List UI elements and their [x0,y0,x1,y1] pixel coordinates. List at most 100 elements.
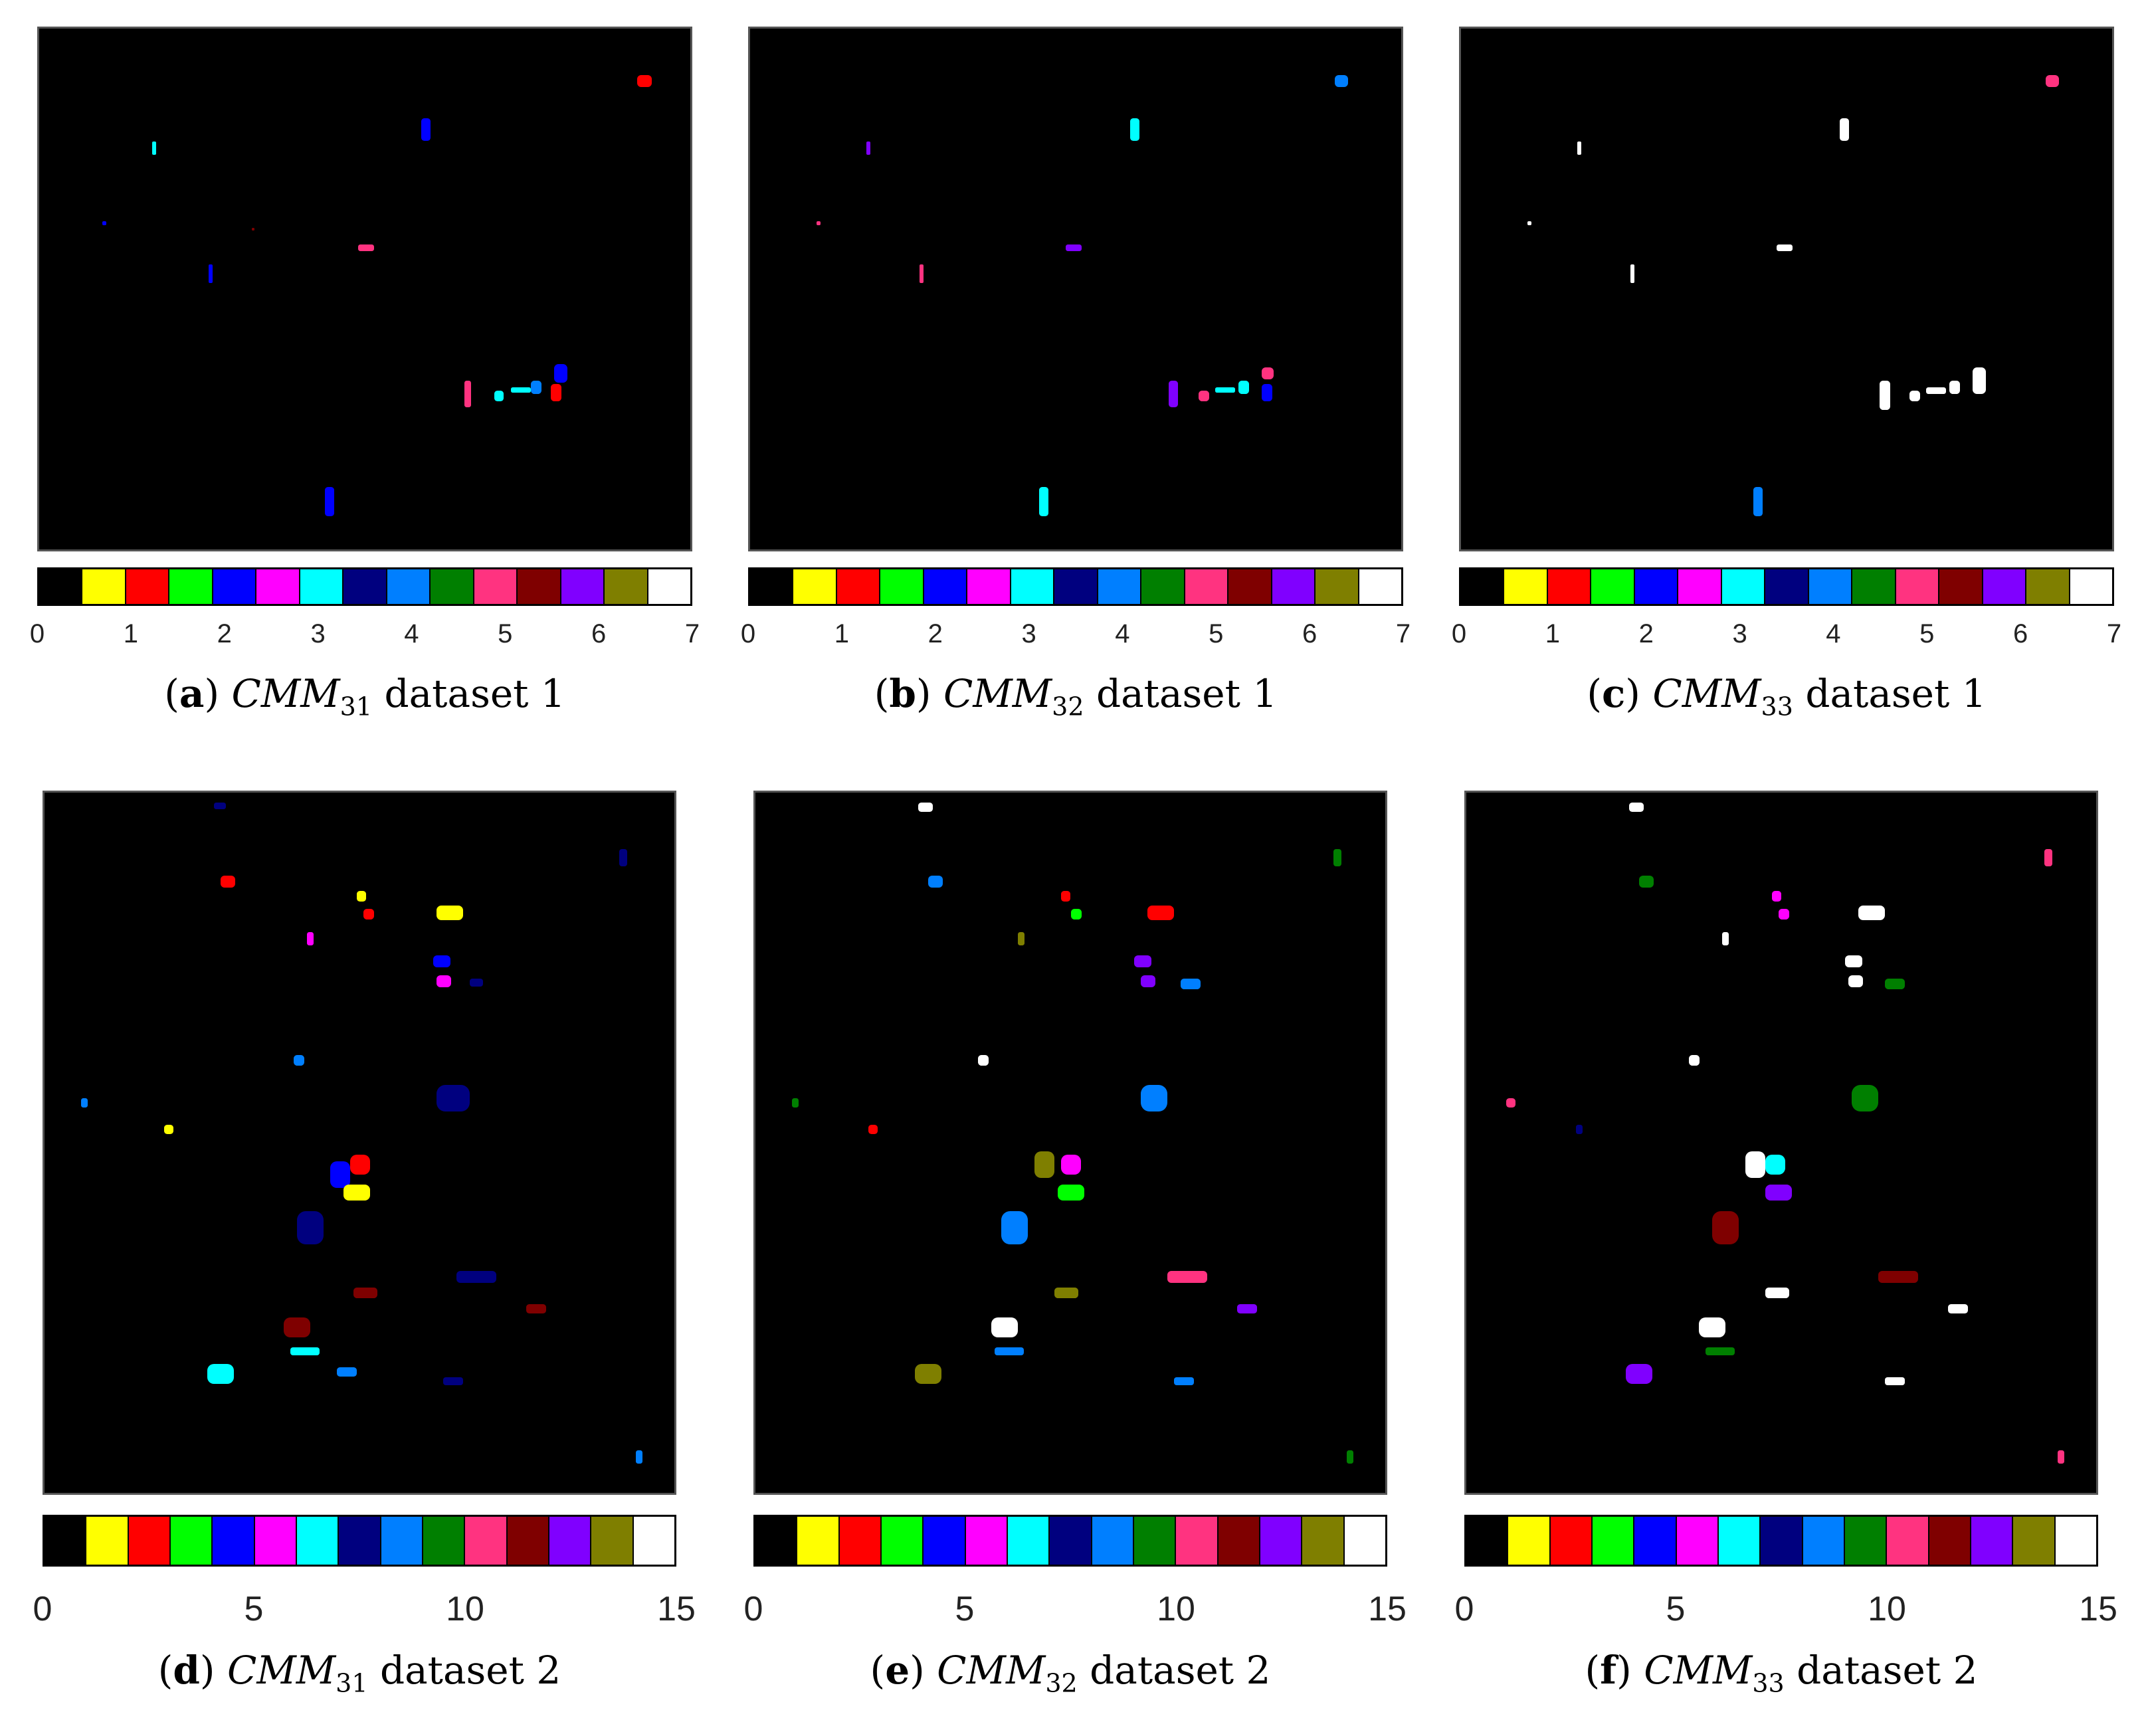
class-pixel-blob [1630,264,1634,283]
class-pixel-blob [214,803,226,809]
caption-c: (c) CMM33 dataset 1 [1587,671,1987,722]
class-pixel-blob [1840,118,1849,141]
colorbar-cell [1092,1517,1134,1565]
colorbar-cell [213,569,257,604]
class-pixel-blob [1134,955,1151,967]
colorbar-cell [1141,569,1185,604]
class-pixel-blob [1765,1155,1785,1175]
class-pixel-blob [221,876,235,888]
colorbar-tick-label: 15 [657,1590,696,1628]
class-pixel-blob [343,1185,370,1201]
colorbar-cell [591,1517,634,1565]
colorbar-cell [1803,1517,1845,1565]
caption-model: CMM [1652,671,1761,716]
class-pixel-blob [1039,487,1048,516]
colorbar-cell [750,569,794,604]
colorbar-cell [256,569,300,604]
colorbar-tick-label: 6 [591,619,607,648]
caption-subscript: 31 [340,692,373,722]
colorbar-cell [755,1517,798,1565]
caption-dataset: dataset 1 [1096,671,1278,716]
class-pixel-blob [1262,367,1274,379]
colorbar-tick-label: 2 [927,619,943,648]
colorbar-ticks-b: 0 1 2 3 4 5 6 7 [741,619,1411,659]
class-pixel-blob [1712,1211,1739,1244]
colorbar-d [43,1515,676,1567]
colorbar-cell [2070,569,2113,604]
colorbar-tick-label: 4 [1826,619,1841,648]
colorbar-cell [1983,569,2027,604]
class-pixel-blob [1347,1450,1353,1464]
colorbar-tick-label: 0 [1454,1590,1474,1628]
class-pixel-blob [294,1055,304,1066]
class-pixel-blob [1706,1347,1735,1355]
class-pixel-blob [1061,891,1070,902]
colorbar-a [37,567,692,606]
class-pixel-blob [1699,1317,1725,1337]
colorbar-cell [45,1517,87,1565]
colorbar-tick-label: 7 [684,619,700,648]
class-pixel-blob [1765,1185,1792,1201]
class-pixel-blob [526,1304,546,1313]
colorbar-cell [633,1517,674,1565]
colorbar-cell [1466,1517,1509,1565]
caption-model: CMM [1644,1648,1753,1693]
colorbar-cell [169,569,213,604]
caption-label: f [1600,1648,1617,1693]
colorbar-b [748,567,1403,606]
colorbar-tick-label: 0 [1451,619,1467,648]
class-pixel-blob [1753,487,1763,516]
class-pixel-blob [363,909,374,919]
class-pixel-blob [81,1098,88,1108]
colorbar-cell [126,569,170,604]
colorbar-cell [605,569,648,604]
class-pixel-blob [2044,849,2052,866]
colorbar-cell [1176,1517,1219,1565]
colorbar-cell [924,1517,966,1565]
colorbar-cell [1676,1517,1719,1565]
class-pixel-blob [1215,387,1235,393]
classification-map-a [37,27,692,551]
class-pixel-blob [1335,75,1348,87]
class-pixel-blob [1878,1271,1918,1283]
class-pixel-blob [152,142,156,155]
class-pixel-blob [1777,244,1793,251]
caption-subscript: 32 [1045,1668,1078,1698]
class-pixel-blob [1167,1271,1207,1283]
colorbar-cell [1007,1517,1050,1565]
class-pixel-blob [1034,1151,1054,1178]
class-pixel-blob [1973,367,1986,394]
class-pixel-blob [1765,1288,1789,1298]
class-pixel-blob [1018,932,1024,945]
class-pixel-blob [164,1125,173,1134]
class-pixel-blob [920,264,924,283]
colorbar-cell [1887,1517,1929,1565]
class-pixel-blob [619,849,627,866]
colorbar-e [753,1515,1387,1567]
colorbar-tick-label: 6 [1302,619,1317,648]
caption-dataset: dataset 2 [1090,1648,1271,1693]
class-pixel-blob [1885,979,1905,989]
class-pixel-blob [494,391,504,401]
class-pixel-blob [1629,803,1644,812]
class-pixel-blob [1848,975,1863,987]
class-pixel-blob [915,1364,941,1384]
class-pixel-blob [252,228,254,231]
class-pixel-blob [1130,118,1139,141]
class-pixel-blob [991,1317,1018,1337]
class-pixel-blob [1745,1151,1765,1178]
class-pixel-blob [1506,1098,1515,1108]
class-pixel-blob [102,221,106,225]
class-pixel-blob [1626,1364,1652,1384]
colorbar-tick-label: 1 [834,619,849,648]
class-pixel-blob [817,221,821,225]
class-pixel-blob [1772,891,1781,902]
caption-dataset: dataset 1 [1805,671,1987,716]
colorbar-cell [1302,1517,1345,1565]
colorbar-tick-label: 3 [1021,619,1036,648]
colorbar-cell [1591,569,1635,604]
class-pixel-blob [464,381,471,407]
colorbar-cell [254,1517,297,1565]
colorbar-tick-label: 4 [404,619,419,648]
class-pixel-blob [1845,955,1862,967]
